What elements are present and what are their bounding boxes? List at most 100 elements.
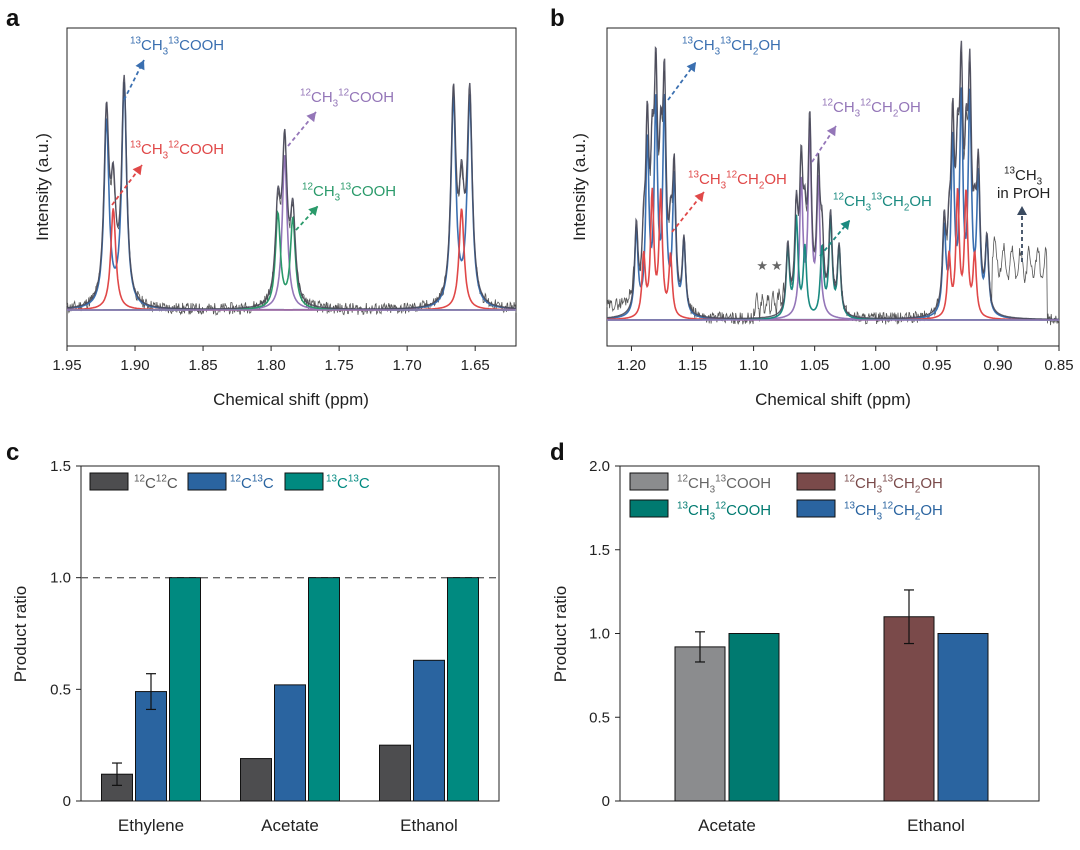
label-in-proh: in PrOH — [997, 185, 1050, 202]
label-12ch3-13ch2oh: 12CH313CH2OH — [833, 192, 932, 214]
legend-label-sub: 3 — [710, 512, 716, 523]
x-category-label: Ethylene — [118, 816, 184, 835]
x-tick-label: 0.90 — [983, 357, 1012, 374]
arrow-13ch3-12cooh-line — [111, 164, 143, 206]
label-12ch3-13cooh-sup: 13 — [340, 182, 351, 193]
x-tick-label: 1.15 — [678, 357, 707, 374]
label-13ch3-12cooh-sub: 3 — [163, 151, 169, 162]
x-tick-label: 1.95 — [52, 357, 81, 374]
panel-b-nmr-spectrum: 1.20 1.15 1.10 1.05 1.00 0.95 0.90 0.85 Chemica… — [570, 27, 1074, 409]
legend-swatch — [796, 472, 836, 491]
legend-swatch — [796, 499, 836, 518]
panel-c-ylabel: Product ratio — [11, 586, 30, 682]
label-13ch3-12ch2oh-sub: 2 — [759, 181, 765, 192]
y-tick-label: 0.5 — [50, 681, 71, 698]
legend-label-12C12C: 12C12C — [134, 474, 178, 492]
legend-label-text: CH — [688, 502, 710, 519]
label-12ch3-12cooh-sup: 12 — [338, 88, 349, 99]
label-12ch3-13ch2oh-sup: 13 — [871, 192, 882, 203]
panel-d-bars — [674, 589, 989, 802]
fit-component-line — [67, 82, 516, 311]
bar-12C12C-ethanol — [379, 744, 411, 802]
total-fit-line — [607, 40, 1059, 321]
panel-a-plot-area — [66, 74, 517, 316]
arrow-12ch3-12ch2oh-head — [826, 126, 836, 137]
label-12ch3-13cooh: 12CH313COOH — [302, 182, 396, 204]
label-12ch3-13ch2oh-text: CH — [882, 193, 904, 210]
label-13ch3-12cooh: 13CH312COOH — [130, 140, 224, 162]
legend-label-12C13C-sup: 13 — [252, 474, 263, 485]
arrow-12ch3-12cooh-head — [306, 112, 316, 123]
bar-12ch3-13cooh — [674, 646, 726, 802]
label-12ch3-12cooh-sup: 12 — [300, 88, 311, 99]
label-13ch3-12ch2oh-text: OH — [764, 171, 787, 188]
x-tick-label: 1.75 — [325, 357, 354, 374]
legend-label-12C13C-text: C — [241, 475, 252, 492]
legend-label-text: CH — [855, 475, 877, 492]
legend-swatch-13C13C — [284, 472, 324, 491]
panel-letter-d: d — [550, 439, 565, 466]
panel-c-bar-chart: 0 0.5 1.0 1.5 Ethylene Acetate Ethanol Product… — [11, 458, 500, 835]
panel-a-xlabel: Chemical shift (ppm) — [213, 390, 369, 409]
legend-label-sup: 13 — [882, 474, 893, 485]
label-13ch3-propanol-text: CH — [1015, 167, 1037, 184]
label-13ch3-12ch2oh-text: CH — [699, 171, 721, 188]
bar-12ch3-13ch2oh — [883, 616, 935, 802]
x-tick-label: 1.10 — [739, 357, 768, 374]
legend-label-text: CH — [855, 502, 877, 519]
panel-a-nmr-spectrum: 1.95 1.90 1.85 1.80 1.75 1.70 1.65 Chemical sh… — [33, 27, 517, 409]
label-12ch3-13cooh-text: COOH — [351, 183, 396, 200]
x-category-label: Acetate — [261, 816, 319, 835]
legend-label-text: CH — [688, 475, 710, 492]
label-12ch3-12ch2oh-sup: 12 — [822, 98, 833, 109]
panel-d-bar-chart: 0 0.5 1.0 1.5 2.0 Acetate Ethanol Product rati… — [551, 458, 1040, 835]
label-13ch3-13ch2oh: 13CH313CH2OH — [682, 36, 781, 58]
legend-label-sub: 2 — [915, 485, 921, 496]
x-tick-label: 1.90 — [120, 357, 149, 374]
legend-label: 13CH312COOH — [677, 501, 771, 523]
label-13ch3-13cooh-sup: 13 — [168, 36, 179, 47]
bar-12C12C-acetate — [240, 758, 272, 802]
label-13ch3-13cooh-text: COOH — [179, 37, 224, 54]
bar-13C13C-ethylene — [169, 577, 201, 802]
label-13ch3-propanol: 13CH3 — [1004, 166, 1043, 188]
label-12ch3-12ch2oh-text: CH — [871, 99, 893, 116]
label-13ch3-12ch2oh-sup: 12 — [726, 170, 737, 181]
panel-b-ylabel: Intensity (a.u.) — [570, 133, 589, 241]
label-12ch3-13cooh-sub: 3 — [335, 193, 341, 204]
legend-swatch-12C13C — [187, 472, 227, 491]
label-13ch3-propanol-sup: 13 — [1004, 166, 1015, 177]
label-13ch3-13ch2oh-sup: 13 — [720, 36, 731, 47]
arrow-13ch3-13cooh-head — [135, 60, 145, 71]
legend-label-sup: 13 — [677, 501, 688, 512]
legend-label-sup: 12 — [715, 501, 726, 512]
legend-swatch — [629, 499, 669, 518]
arrow-12ch3-13cooh-line — [295, 205, 319, 231]
panel-c-axes: 0 0.5 1.0 1.5 Ethylene Acetate Ethanol — [50, 458, 499, 835]
x-tick-label: 1.85 — [188, 357, 217, 374]
panel-a-frame — [66, 27, 517, 347]
panel-letter-a: a — [6, 5, 20, 32]
label-13ch3-12ch2oh: 13CH312CH2OH — [688, 170, 787, 192]
impurity-star: ★ — [756, 258, 768, 273]
bar-13ch3-12ch2oh — [937, 633, 989, 802]
label-13ch3-13cooh: 13CH313COOH — [130, 36, 224, 58]
label-12ch3-13ch2oh-sup: 12 — [833, 192, 844, 203]
y-tick-label: 1.5 — [589, 542, 610, 559]
x-tick-label: 1.70 — [393, 357, 422, 374]
label-12ch3-12ch2oh-sub: 2 — [893, 109, 899, 120]
legend-label: 13CH312CH2OH — [844, 501, 943, 523]
label-12ch3-12cooh: 12CH312COOH — [300, 88, 394, 110]
label-13ch3-12ch2oh-sub: 3 — [721, 181, 727, 192]
panel-b-annotations: ★ ★13CH313CH2OH13CH312CH2OH12CH312CH2OH12… — [667, 36, 1050, 273]
legend-label-13C13C-sup: 13 — [326, 474, 337, 485]
legend-label-12C12C-text: C — [145, 475, 156, 492]
label-13ch3-12cooh-text: COOH — [179, 141, 224, 158]
legend-label-12C12C-sup: 12 — [134, 474, 145, 485]
panel-letter-b: b — [550, 5, 565, 32]
x-tick-label: 1.20 — [617, 357, 646, 374]
label-12ch3-13ch2oh-sub: 3 — [866, 203, 872, 214]
x-tick-label: 0.85 — [1044, 357, 1073, 374]
